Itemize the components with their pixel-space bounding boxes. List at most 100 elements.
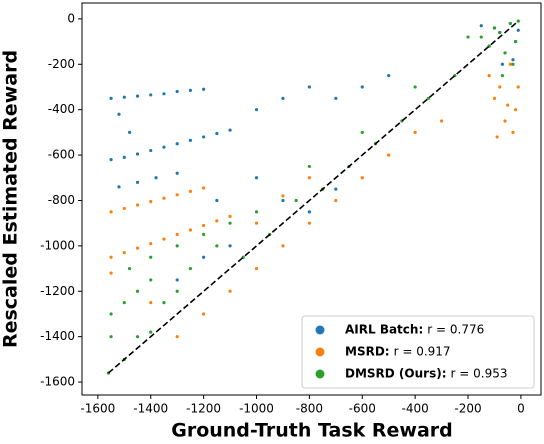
point	[500, 74, 504, 78]
legend-label: AIRL Batch:	[345, 323, 423, 337]
point	[149, 242, 153, 246]
point	[307, 210, 311, 214]
point	[228, 289, 232, 293]
point	[511, 130, 515, 134]
point	[307, 164, 311, 169]
point	[188, 266, 193, 271]
point	[360, 176, 364, 180]
point	[135, 246, 140, 250]
point	[334, 96, 338, 100]
plot-frame	[81, 2, 542, 396]
point	[149, 200, 153, 204]
point	[466, 35, 470, 39]
point	[109, 335, 113, 339]
point	[188, 88, 193, 92]
point	[500, 62, 504, 66]
x-tick-label: -1200	[186, 402, 221, 416]
point	[492, 96, 497, 100]
point	[135, 289, 140, 293]
point	[117, 112, 121, 116]
point	[162, 196, 166, 200]
legend-marker	[315, 347, 325, 357]
point	[334, 187, 338, 191]
point	[122, 301, 126, 305]
y-tick-label: -800	[48, 193, 75, 207]
point	[109, 96, 113, 100]
point	[228, 244, 232, 248]
point	[307, 85, 311, 89]
y-axis-label: Rescaled Estimated Reward	[0, 50, 22, 348]
point	[175, 278, 179, 282]
point	[127, 266, 132, 271]
y-tick-label: -1600	[40, 375, 75, 389]
y-tick-label: -600	[48, 148, 75, 162]
point	[175, 193, 179, 197]
legend-label: DMSRD (Ours):	[345, 367, 447, 381]
point	[202, 255, 206, 259]
point	[281, 244, 285, 248]
point	[254, 108, 259, 112]
point	[413, 85, 417, 89]
point	[135, 152, 140, 156]
point	[122, 206, 126, 211]
legend-stat: r = 0.917	[394, 345, 451, 359]
point	[254, 266, 259, 271]
point	[516, 85, 520, 89]
point	[514, 108, 518, 112]
point	[511, 58, 515, 62]
point	[188, 189, 193, 193]
point	[487, 74, 491, 78]
identity-line	[107, 20, 519, 374]
point	[127, 130, 132, 134]
point	[109, 158, 113, 162]
point	[508, 62, 512, 66]
point	[188, 138, 193, 142]
point	[495, 135, 499, 139]
x-tick-label: -400	[402, 402, 429, 416]
point	[162, 145, 166, 149]
point	[175, 335, 179, 339]
x-axis-label: Ground-Truth Task Reward	[171, 420, 453, 441]
point	[202, 232, 206, 237]
y-tick-label: -1000	[40, 238, 75, 252]
point	[154, 176, 158, 180]
point	[162, 92, 166, 96]
point	[254, 210, 259, 214]
x-tick-label: -1600	[80, 402, 115, 416]
point	[162, 301, 166, 305]
x-tick-label: -800	[296, 402, 323, 416]
point	[202, 87, 206, 91]
legend: AIRL Batch: r = 0.776 MSRD: r = 0.917 DMSRD …	[301, 315, 535, 389]
point	[479, 24, 483, 28]
point	[175, 171, 179, 175]
point	[149, 148, 153, 153]
point	[508, 21, 512, 26]
point	[498, 30, 502, 35]
point	[254, 221, 259, 225]
legend-label: MSRD:	[345, 345, 390, 359]
point	[188, 228, 193, 232]
point	[215, 244, 219, 248]
point	[281, 96, 285, 100]
legend-box	[301, 315, 535, 389]
x-tick-label: -200	[454, 402, 481, 416]
point	[492, 26, 497, 30]
point	[135, 94, 140, 98]
y-tick-label: -400	[48, 102, 75, 116]
point	[202, 312, 206, 316]
point	[228, 214, 232, 218]
point	[506, 103, 510, 107]
legend-stat: r = 0.776	[427, 323, 484, 337]
point	[202, 135, 206, 139]
point	[135, 335, 140, 339]
point	[228, 221, 232, 225]
point	[281, 194, 285, 198]
point	[109, 312, 113, 316]
point	[516, 19, 520, 23]
y-tick-label: -1200	[40, 284, 75, 298]
legend-marker	[315, 369, 325, 379]
point	[109, 255, 113, 259]
point	[109, 210, 113, 214]
y-tick-label: -1400	[40, 329, 75, 343]
